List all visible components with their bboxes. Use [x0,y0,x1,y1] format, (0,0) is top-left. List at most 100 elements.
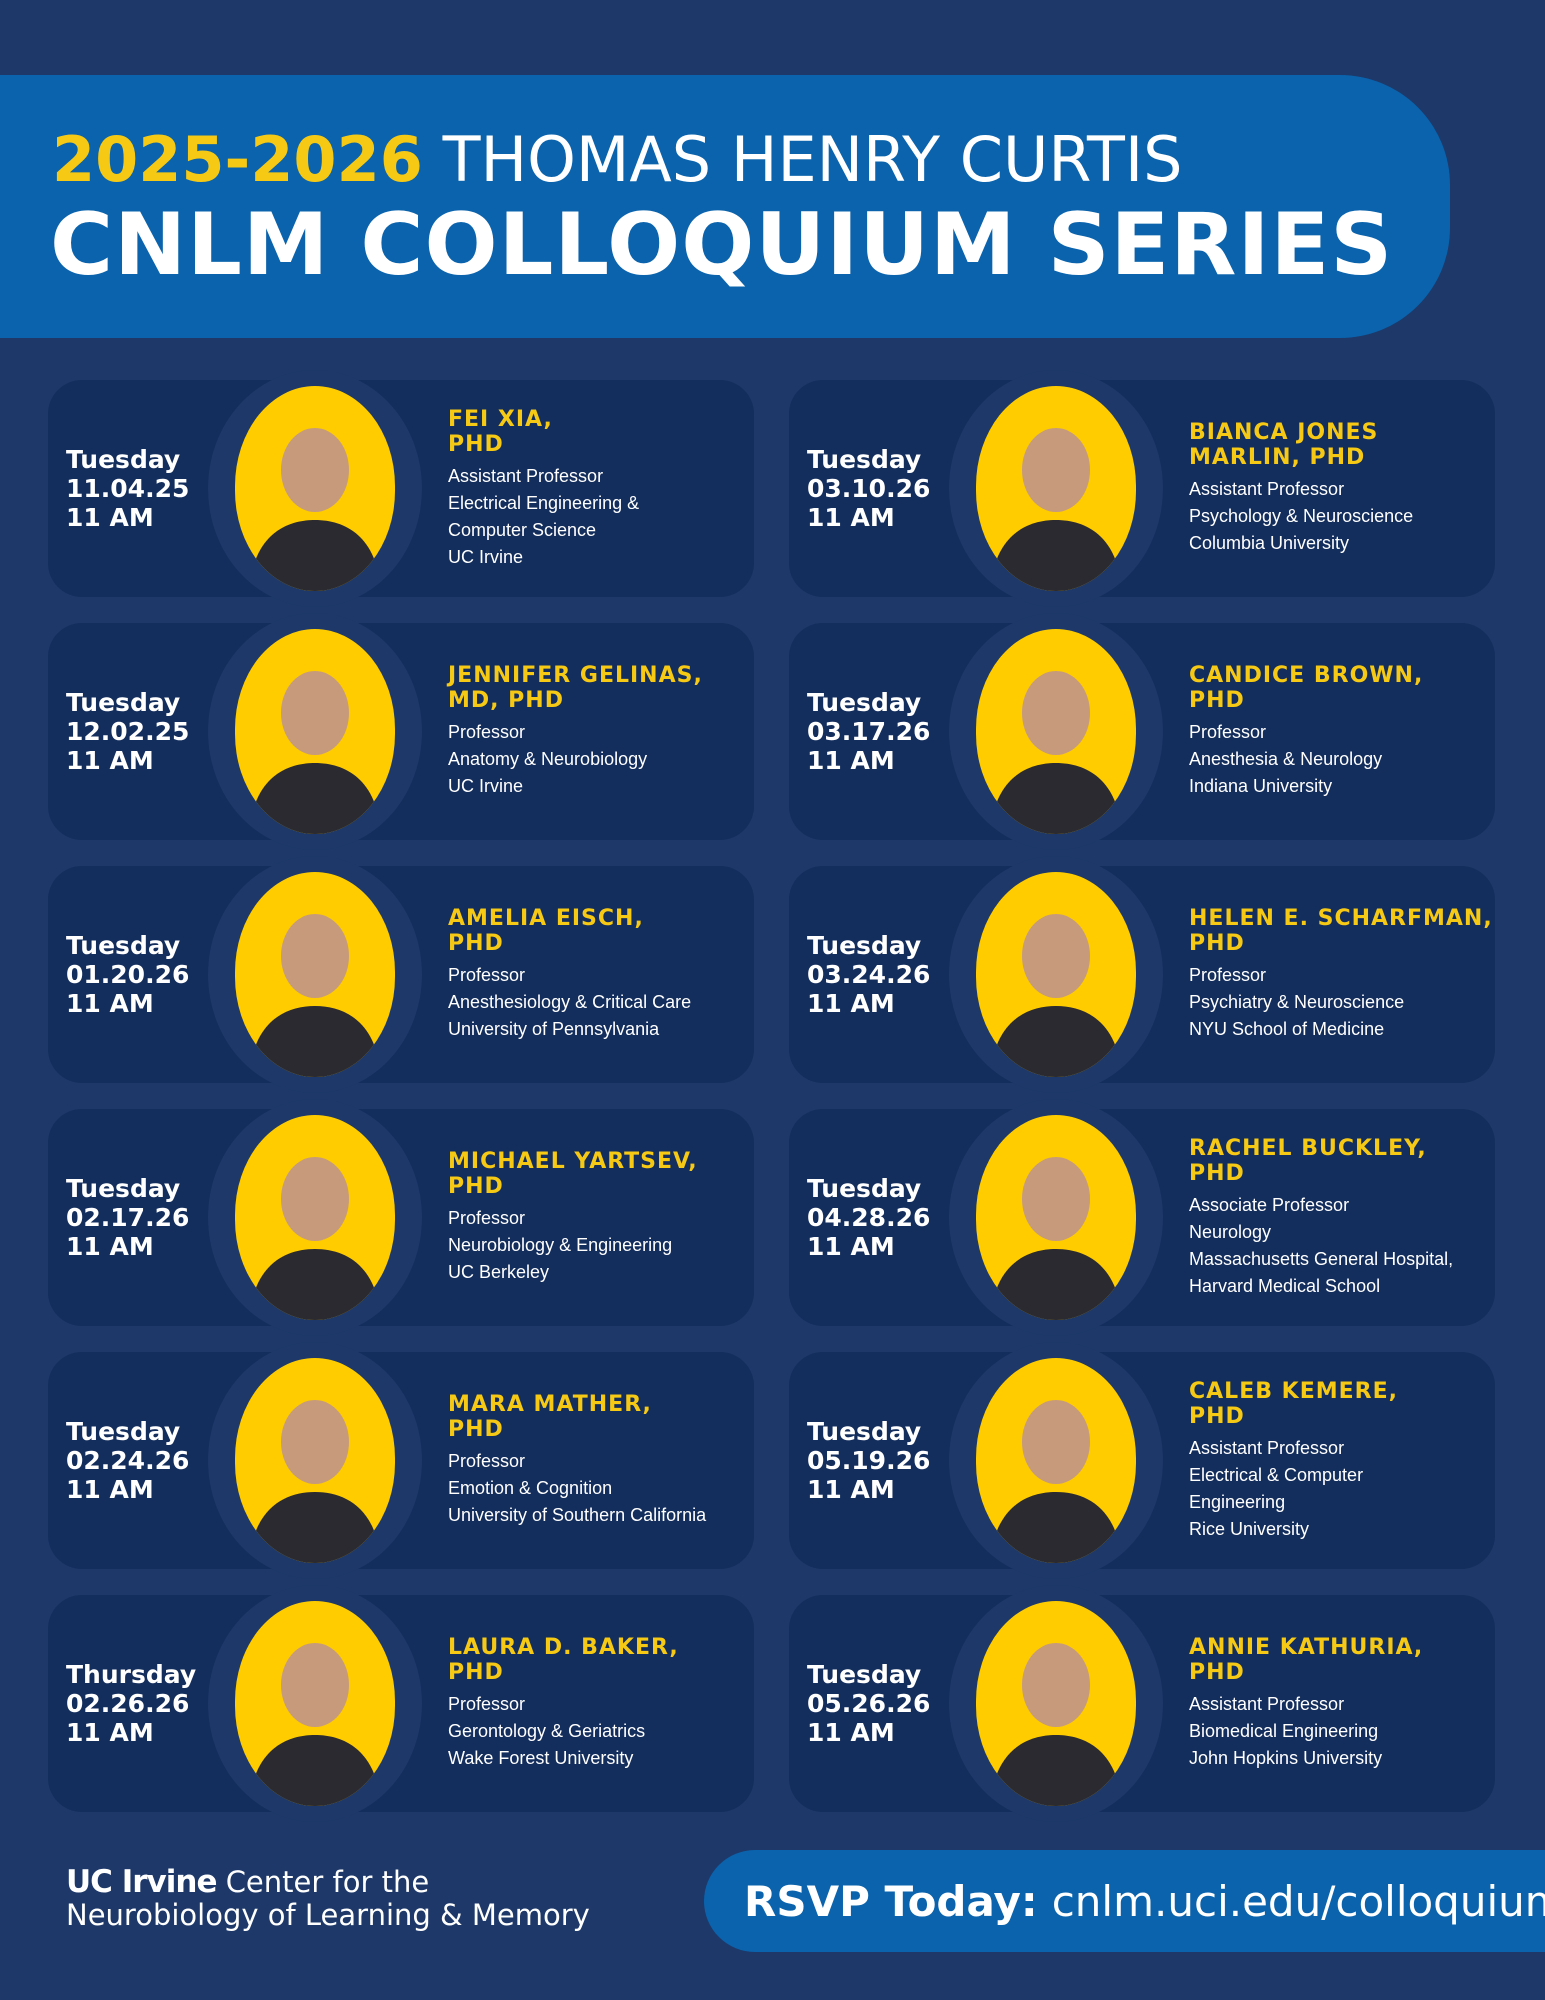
photo [235,1115,395,1320]
brand: UC Irvine [66,1864,217,1900]
speaker-name: AMELIA EISCH, PHD [448,906,746,956]
date-date: 05.19.26 [807,1446,931,1475]
date-day: Tuesday [807,445,922,474]
date-day: Tuesday [807,931,922,960]
speaker-name: ANNIE KATHURIA, PHD [1189,1635,1487,1685]
head [281,914,349,998]
speaker-detail: UC Berkeley [448,1262,550,1282]
speaker-info: CALEB KEMERE, PHD Assistant Professor Elect… [1189,1352,1487,1569]
name-line: HELEN E. SCHARFMAN, [1189,906,1493,931]
speaker-card: Tuesday 03.24.26 11 AM HELEN E. SCHARFMAN, P… [789,856,1495,1093]
photo [235,629,395,834]
speaker-card: Tuesday 02.24.26 11 AM MARA MATHER, PHD Profe… [48,1342,754,1579]
speaker-info: FEI XIA, PHD Assistant Professor Electrical… [448,380,746,597]
date-time: 11 AM [66,989,154,1018]
name-line: AMELIA EISCH, [448,906,644,931]
name-line: PHD [1189,1160,1245,1186]
name-line: MARLIN, PHD [1189,445,1366,470]
shoulders [990,1249,1122,1320]
photo [235,386,395,591]
speaker-info: AMELIA EISCH, PHD Professor Anesthesiology … [448,866,746,1083]
title: THOMAS HENRY CURTIS [442,123,1183,196]
date-date: 12.02.25 [66,717,190,746]
date-day: Tuesday [66,1174,181,1203]
head [281,428,349,512]
photo [976,1358,1136,1563]
speaker-detail: Gerontology & Geriatrics [448,1721,646,1741]
head [1022,671,1090,755]
speaker-info: HELEN E. SCHARFMAN, PHD Professor Psychiatr… [1189,866,1493,1083]
portrait-placeholder [249,428,381,591]
speaker-card: Thursday 02.26.26 11 AM LAURA D. BAKER, PHD P… [48,1585,754,1822]
date-day: Thursday [66,1660,197,1689]
speaker-detail: Columbia University [1189,533,1350,553]
speaker-detail: Professor [448,1694,526,1714]
speaker-detail: Anesthesia & Neurology [1189,749,1383,769]
date-date: 01.20.26 [66,960,190,989]
name-line: PHD [448,431,504,457]
speaker-name: BIANCA JONES MARLIN, PHD [1189,420,1487,470]
date-time: 11 AM [807,1475,895,1504]
speaker-detail: Electrical Engineering & [448,492,640,513]
head [281,1643,349,1727]
subtitle: CNLM COLLOQUIUM SERIES [50,195,1394,295]
speaker-info: LAURA D. BAKER, PHD Professor Gerontology &… [448,1595,746,1812]
head [281,1157,349,1241]
date-date: 02.17.26 [66,1203,190,1232]
shoulders [249,1735,381,1806]
date-date: 03.10.26 [807,474,931,503]
date-block: Tuesday 11.04.25 11 AM [66,380,216,597]
date-day: Tuesday [807,1660,922,1689]
rsvp-link[interactable]: cnlm.uci.edu/colloquium [1051,1876,1545,1926]
speaker-detail: NYU School of Medicine [1189,1019,1385,1039]
speaker-card: Tuesday 03.10.26 11 AM BIANCA JONES MARLIN, … [789,370,1495,607]
center-name: Neurobiology of Learning & Memory [66,1898,590,1932]
date-time: 11 AM [66,503,154,532]
portrait-placeholder [990,1400,1122,1563]
speaker-card: Tuesday 05.26.26 11 AM ANNIE KATHURIA, PHD As… [789,1585,1495,1822]
speaker-info: RACHEL BUCKLEY, PHD Associate Professor Neu… [1189,1109,1487,1326]
date-day: Tuesday [807,1174,922,1203]
speaker-detail: Biomedical Engineering [1189,1721,1379,1741]
date-block: Thursday 02.26.26 11 AM [66,1595,216,1812]
name-line: MD, PHD [448,688,564,713]
speaker-detail: Professor [1189,722,1267,742]
speaker-card: Tuesday 02.17.26 11 AM MICHAEL YARTSEV, PHD P… [48,1099,754,1336]
shoulders [249,1492,381,1563]
name-line: LAURA D. BAKER, [448,1635,679,1660]
speaker-card: Tuesday 12.02.25 11 AM JENNIFER GELINAS, MD,… [48,613,754,850]
date-day: Tuesday [66,445,181,474]
shoulders [990,763,1122,834]
speaker-detail: Assistant Professor [1189,479,1345,499]
speaker-detail: Professor [448,1208,526,1228]
head [1022,1400,1090,1484]
speaker-card: Tuesday 04.28.26 11 AM RACHEL BUCKLEY, PHD As… [789,1099,1495,1336]
speaker-name: JENNIFER GELINAS, MD, PHD [448,663,746,713]
date-block: Tuesday 02.24.26 11 AM [66,1352,216,1569]
name-line: PHD [1189,931,1245,956]
head [1022,428,1090,512]
photo [976,1115,1136,1320]
speaker-detail: Associate Professor [1189,1194,1350,1215]
shoulders [990,1492,1122,1563]
date-block: Tuesday 01.20.26 11 AM [66,866,216,1083]
date-time: 11 AM [66,1232,154,1261]
speaker-info: BIANCA JONES MARLIN, PHD Assistant Profess… [1189,380,1487,597]
name-line: PHD [448,931,504,956]
name-line: CANDICE BROWN, [1189,663,1424,688]
speaker-detail: John Hopkins University [1189,1748,1383,1768]
shoulders [249,1006,381,1077]
date-date: 04.28.26 [807,1203,931,1232]
rsvp-banner: RSVP Today: cnlm.uci.edu/colloquium [704,1850,1545,1952]
speaker-detail: Psychology & Neuroscience [1189,506,1414,526]
head [281,671,349,755]
portrait-placeholder [249,1157,381,1320]
date-block: Tuesday 03.24.26 11 AM [807,866,957,1083]
portrait-placeholder [990,671,1122,834]
shoulders [990,1735,1122,1806]
speaker-detail: Electrical & Computer [1189,1464,1364,1485]
photo [976,1601,1136,1806]
logo: UC Irvine Center for the Neurobiology of … [66,1866,590,1932]
speaker-detail: Professor [1189,965,1267,985]
date-time: 11 AM [807,989,895,1018]
